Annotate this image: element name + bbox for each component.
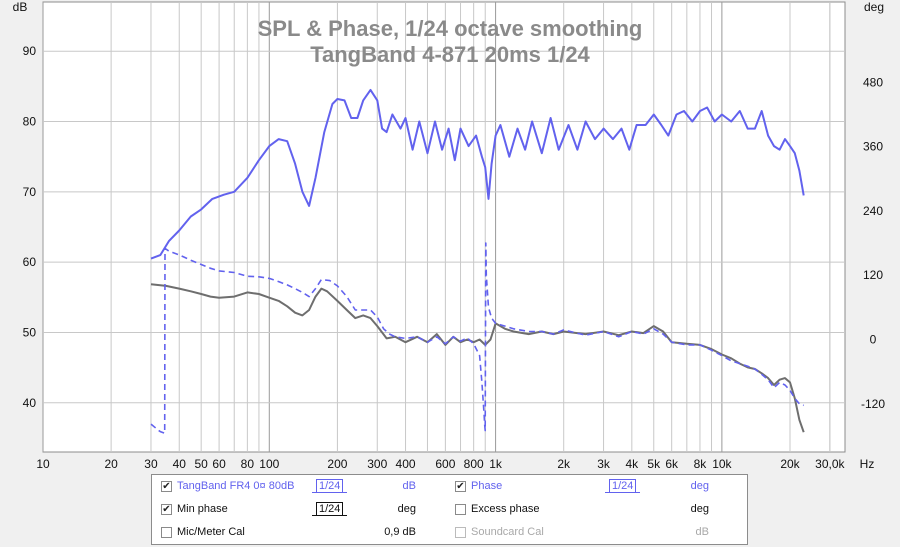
- x-tick-label: 6k: [665, 457, 679, 471]
- spl-checkbox[interactable]: ✔: [161, 481, 172, 492]
- excess-phase-unit: deg: [690, 503, 709, 515]
- y-left-tick-label: 90: [23, 44, 37, 58]
- legend-row-spl: ✔ TangBand FR4 0¤ 80dB 1/24 dB ✔ Phase 1…: [152, 477, 747, 499]
- y-right-tick-label: -120: [861, 397, 885, 411]
- y-left-tick-label: 50: [23, 325, 37, 339]
- x-unit-label: Hz: [860, 457, 875, 471]
- min-phase-unit: deg: [397, 503, 416, 515]
- series-line-min-phase: [150, 283, 805, 433]
- mic-cal-unit: 0,9 dB: [384, 526, 416, 538]
- y-right-tick-label: 0: [870, 333, 877, 347]
- spl-label: TangBand FR4 0¤ 80dB: [177, 480, 295, 492]
- x-tick-label: 80: [241, 457, 255, 471]
- chart-title: SPL & Phase, 1/24 octave smoothing: [258, 16, 643, 41]
- min-phase-checkbox[interactable]: ✔: [161, 504, 172, 515]
- mic-cal-label: Mic/Meter Cal: [177, 526, 245, 538]
- legend-row-minphase: ✔ Min phase 1/24 deg Excess phase deg: [152, 500, 747, 522]
- soundcard-cal-unit: dB: [695, 526, 709, 538]
- y-right-tick-label: 120: [863, 268, 883, 282]
- series-layer: [150, 88, 805, 435]
- y-right-tick-label: 240: [863, 204, 883, 218]
- x-tick-label: 40: [173, 457, 187, 471]
- x-tick-label: 300: [367, 457, 387, 471]
- y-left-tick-label: 60: [23, 255, 37, 269]
- x-tick-label: 1k: [489, 457, 503, 471]
- soundcard-cal-checkbox: [455, 527, 466, 538]
- mic-cal-checkbox[interactable]: [161, 527, 172, 538]
- series-line-tangband-fr4-0-80db: [150, 88, 805, 260]
- x-tick-label: 10k: [712, 457, 732, 471]
- x-tick-label: 60: [212, 457, 226, 471]
- x-tick-label: 100: [259, 457, 279, 471]
- x-tick-label: 600: [435, 457, 455, 471]
- legend-row-cal: Mic/Meter Cal 0,9 dB Soundcard Cal dB: [152, 523, 747, 545]
- x-tick-label: 20k: [780, 457, 800, 471]
- spl-unit: dB: [402, 480, 416, 492]
- chart-subtitle: TangBand 4-871 20ms 1/24: [310, 42, 590, 67]
- x-tick-label: 3k: [597, 457, 611, 471]
- x-tick-label: 30,0k: [815, 457, 845, 471]
- x-tick-label: 800: [464, 457, 484, 471]
- min-phase-smoothing-button[interactable]: 1/24: [312, 502, 348, 516]
- excess-phase-checkbox[interactable]: [455, 504, 466, 515]
- y-left-tick-label: 80: [23, 115, 37, 129]
- phase-label: Phase: [471, 480, 503, 492]
- x-tick-label: 30: [144, 457, 158, 471]
- y-left-unit: dB: [13, 0, 28, 14]
- y-left-tick-label: 70: [23, 185, 37, 199]
- phase-checkbox[interactable]: ✔: [455, 481, 466, 492]
- series-line-phase: [150, 242, 804, 435]
- y-right-tick-label: 480: [863, 75, 883, 89]
- phase-unit: deg: [690, 480, 709, 492]
- plot-background: [42, 1, 846, 453]
- y-right-tick-label: 360: [863, 140, 883, 154]
- axis-labels: 10 20 30 40 50 60 80 100 200 300 400 600 800 1k 2k 3k 4k…: [13, 0, 886, 471]
- min-phase-label: Min phase: [177, 503, 228, 515]
- grid-lines: [42, 2, 845, 452]
- x-tick-label: 4k: [625, 457, 639, 471]
- y-left-tick-label: 40: [23, 396, 37, 410]
- excess-phase-label: Excess phase: [471, 503, 540, 515]
- chart-area: 10 20 30 40 50 60 80 100 200 300 400 600 800 1k 2k 3k 4k…: [13, 0, 886, 471]
- spl-smoothing-button[interactable]: 1/24: [312, 479, 348, 493]
- phase-smoothing-button[interactable]: 1/24: [605, 479, 641, 493]
- x-tick-label: 200: [327, 457, 347, 471]
- soundcard-cal-label: Soundcard Cal: [471, 526, 544, 538]
- y-right-unit: deg: [864, 0, 884, 14]
- x-tick-label: 20: [104, 457, 118, 471]
- x-tick-label: 5k: [647, 457, 661, 471]
- legend-panel: ✔ TangBand FR4 0¤ 80dB 1/24 dB ✔ Phase 1…: [151, 474, 748, 545]
- x-tick-label: 400: [396, 457, 416, 471]
- x-tick-label: 2k: [557, 457, 571, 471]
- x-tick-label: 50: [194, 457, 208, 471]
- x-tick-label: 10: [36, 457, 50, 471]
- x-tick-label: 8k: [694, 457, 708, 471]
